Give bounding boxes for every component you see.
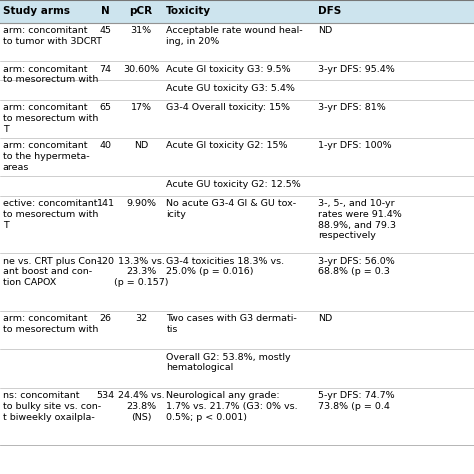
Text: G3-4 toxicities 18.3% vs.
25.0% (p = 0.016): G3-4 toxicities 18.3% vs. 25.0% (p = 0.0… xyxy=(166,256,284,276)
Text: 1-yr DFS: 100%: 1-yr DFS: 100% xyxy=(318,141,392,150)
Bar xyxy=(0,23,474,61)
Text: N: N xyxy=(101,6,110,17)
Text: arm: concomitant
to tumor with 3DCRT: arm: concomitant to tumor with 3DCRT xyxy=(3,26,102,46)
Text: 3-yr DFS: 81%: 3-yr DFS: 81% xyxy=(318,103,386,112)
Text: Acute GI toxicity G2: 15%: Acute GI toxicity G2: 15% xyxy=(166,141,288,150)
Text: ND: ND xyxy=(134,141,148,150)
Bar xyxy=(0,0,474,23)
Text: Acute GU toxicity G2: 12.5%: Acute GU toxicity G2: 12.5% xyxy=(166,180,301,189)
Text: Acceptable rate wound heal-
ing, in 20%: Acceptable rate wound heal- ing, in 20% xyxy=(166,26,303,46)
Text: 24.4% vs.
23.8%
(NS): 24.4% vs. 23.8% (NS) xyxy=(118,391,164,421)
Text: Two cases with G3 dermati-
tis: Two cases with G3 dermati- tis xyxy=(166,314,297,334)
Text: Neurological any grade:
1.7% vs. 21.7% (G3: 0% vs.
0.5%; p < 0.001): Neurological any grade: 1.7% vs. 21.7% (… xyxy=(166,391,298,421)
Text: Study arms: Study arms xyxy=(3,6,70,17)
Text: 5-yr DFS: 74.7%
73.8% (p = 0.4: 5-yr DFS: 74.7% 73.8% (p = 0.4 xyxy=(318,391,395,411)
Text: ective: concomitant
to mesorectum with
T: ective: concomitant to mesorectum with T xyxy=(3,199,98,229)
Bar xyxy=(0,196,474,253)
Bar xyxy=(0,100,474,138)
Text: Acute GI toxicity G3: 9.5%: Acute GI toxicity G3: 9.5% xyxy=(166,64,291,73)
Text: ns: concomitant
to bulky site vs. con-
t biweekly oxailpla-: ns: concomitant to bulky site vs. con- t… xyxy=(3,391,101,421)
Text: 30.60%: 30.60% xyxy=(123,64,159,73)
Text: 65: 65 xyxy=(100,103,111,112)
Text: Overall G2: 53.8%, mostly
hematological: Overall G2: 53.8%, mostly hematological xyxy=(166,353,291,373)
Text: arm: concomitant
to mesorectum with
T: arm: concomitant to mesorectum with T xyxy=(3,103,98,134)
Bar xyxy=(0,138,474,176)
Bar xyxy=(0,176,474,196)
Bar xyxy=(0,311,474,349)
Bar xyxy=(0,349,474,388)
Text: 31%: 31% xyxy=(130,26,152,35)
Text: ne vs. CRT plus Con-
ant boost and con-
tion CAPOX: ne vs. CRT plus Con- ant boost and con- … xyxy=(3,256,100,287)
Text: 32: 32 xyxy=(135,314,147,323)
Text: 26: 26 xyxy=(100,314,111,323)
Text: pCR: pCR xyxy=(129,6,153,17)
Bar xyxy=(0,81,474,100)
Text: 40: 40 xyxy=(100,141,111,150)
Text: arm: concomitant
to mesorectum with: arm: concomitant to mesorectum with xyxy=(3,314,98,334)
Text: ND: ND xyxy=(318,26,332,35)
Text: 9.90%: 9.90% xyxy=(126,199,156,208)
Text: 45: 45 xyxy=(100,26,111,35)
Text: 3-yr DFS: 56.0%
68.8% (p = 0.3: 3-yr DFS: 56.0% 68.8% (p = 0.3 xyxy=(318,256,395,276)
Text: Acute GU toxicity G3: 5.4%: Acute GU toxicity G3: 5.4% xyxy=(166,84,295,93)
Text: arm: concomitant
to mesorectum with: arm: concomitant to mesorectum with xyxy=(3,64,98,84)
Bar xyxy=(0,253,474,311)
Text: Toxicity: Toxicity xyxy=(166,6,211,17)
Text: 74: 74 xyxy=(100,64,111,73)
Text: 3-yr DFS: 95.4%: 3-yr DFS: 95.4% xyxy=(318,64,395,73)
Text: ND: ND xyxy=(318,314,332,323)
Text: 141: 141 xyxy=(97,199,114,208)
Text: 13.3% vs.
23.3%
(p = 0.157): 13.3% vs. 23.3% (p = 0.157) xyxy=(114,256,168,287)
Text: 534: 534 xyxy=(96,391,115,400)
Text: No acute G3-4 GI & GU tox-
icity: No acute G3-4 GI & GU tox- icity xyxy=(166,199,297,219)
Text: arm: concomitant
to the hypermeta-
areas: arm: concomitant to the hypermeta- areas xyxy=(3,141,90,172)
Text: DFS: DFS xyxy=(318,6,341,17)
Bar xyxy=(0,388,474,445)
Text: 3-, 5-, and 10-yr
rates were 91.4%
88.9%, and 79.3
respectively: 3-, 5-, and 10-yr rates were 91.4% 88.9%… xyxy=(318,199,402,240)
Bar xyxy=(0,61,474,81)
Text: 17%: 17% xyxy=(130,103,152,112)
Text: G3-4 Overall toxicity: 15%: G3-4 Overall toxicity: 15% xyxy=(166,103,291,112)
Text: 120: 120 xyxy=(97,256,114,265)
